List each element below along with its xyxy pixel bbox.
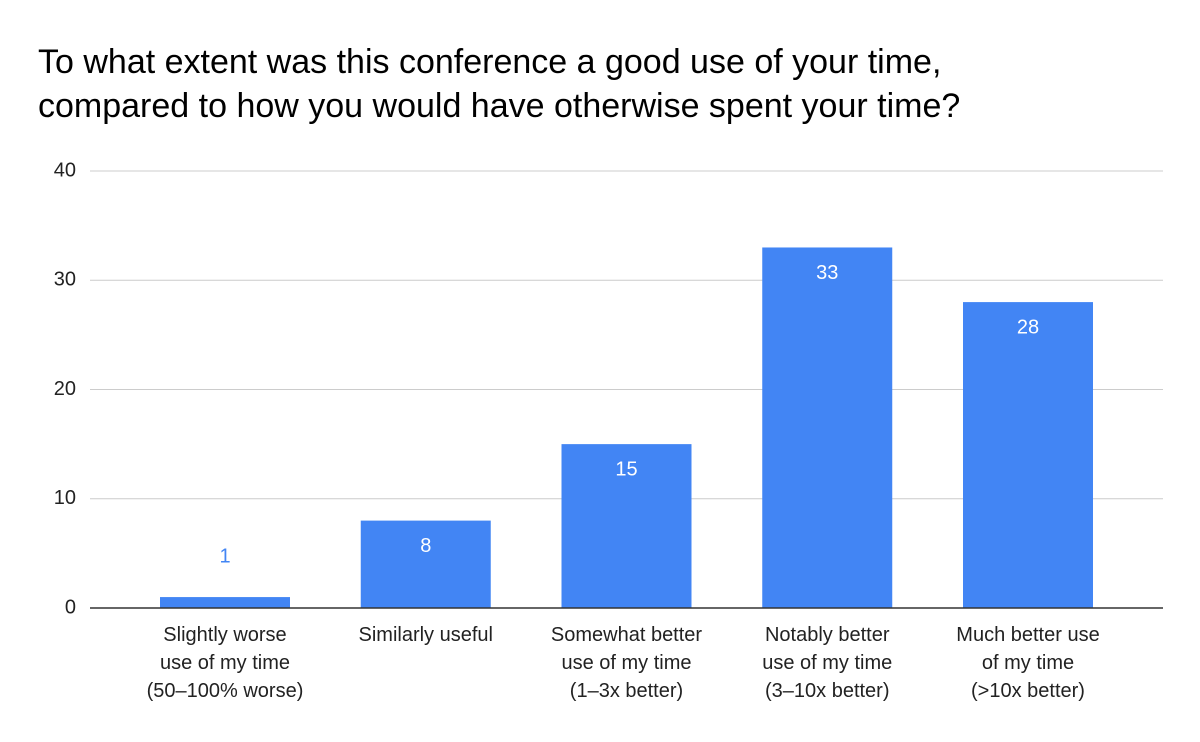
x-tick-label: Much better use of my time (>10x better): [956, 624, 1100, 702]
y-tick-label: 0: [65, 596, 76, 618]
data-label: 28: [1017, 316, 1039, 338]
bar: [360, 520, 491, 608]
y-tick-label: 30: [54, 269, 76, 291]
y-tick-label: 10: [54, 487, 76, 509]
data-label: 33: [816, 262, 838, 284]
bar: [561, 444, 692, 608]
x-tick-label: Similarly useful: [358, 624, 493, 646]
x-tick-label: Slightly worse use of my time (50–100% w…: [146, 624, 304, 702]
y-tick-label: 20: [54, 378, 76, 400]
data-label: 8: [420, 535, 431, 557]
x-tick-label: Somewhat better use of my time (1–3x bet…: [550, 624, 703, 702]
y-tick-label: 40: [54, 159, 76, 181]
data-label: 15: [615, 458, 637, 480]
bar: [762, 247, 893, 608]
bar: [160, 597, 290, 608]
x-tick-label: Notably better use of my time (3–10x bet…: [762, 624, 893, 702]
chart-title: To what extent was this conference a goo…: [38, 43, 961, 125]
bar: [963, 302, 1093, 608]
data-label: 1: [219, 545, 230, 567]
